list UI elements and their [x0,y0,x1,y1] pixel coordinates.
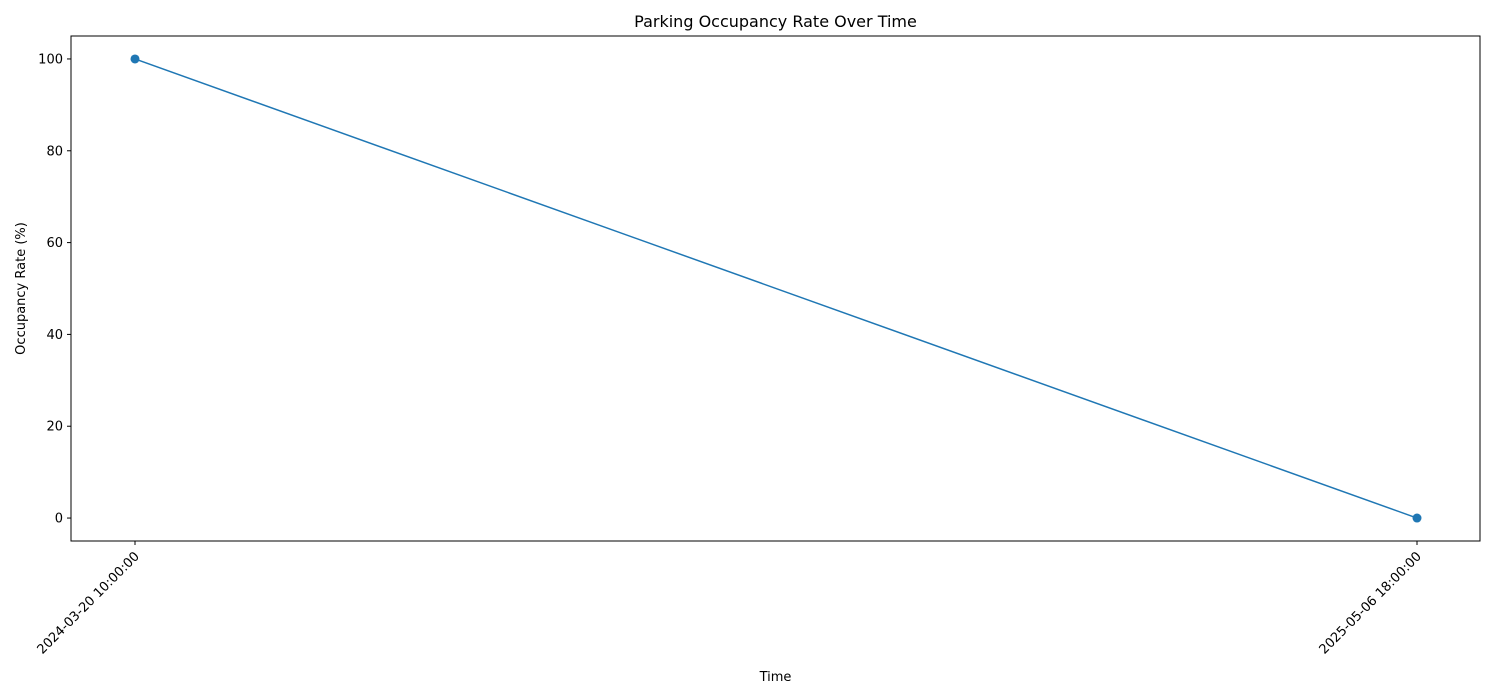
chart-title: Parking Occupancy Rate Over Time [634,12,917,31]
series-line [134,58,1418,519]
x-axis-label: Time [759,670,792,685]
y-tick-label: 0 [55,512,63,527]
plot-area-frame [70,35,1481,542]
y-axis: 0 20 40 60 80 100 [38,52,71,527]
y-tick-label: 60 [46,236,63,251]
series-layer [130,54,1422,523]
data-point [130,54,140,64]
y-tick-label: 80 [46,144,63,159]
y-tick-label: 20 [46,420,63,435]
y-tick-label: 100 [38,52,63,67]
y-axis-label: Occupancy Rate (%) [14,222,29,355]
y-tick-label: 40 [46,328,63,343]
data-point [1412,513,1422,523]
